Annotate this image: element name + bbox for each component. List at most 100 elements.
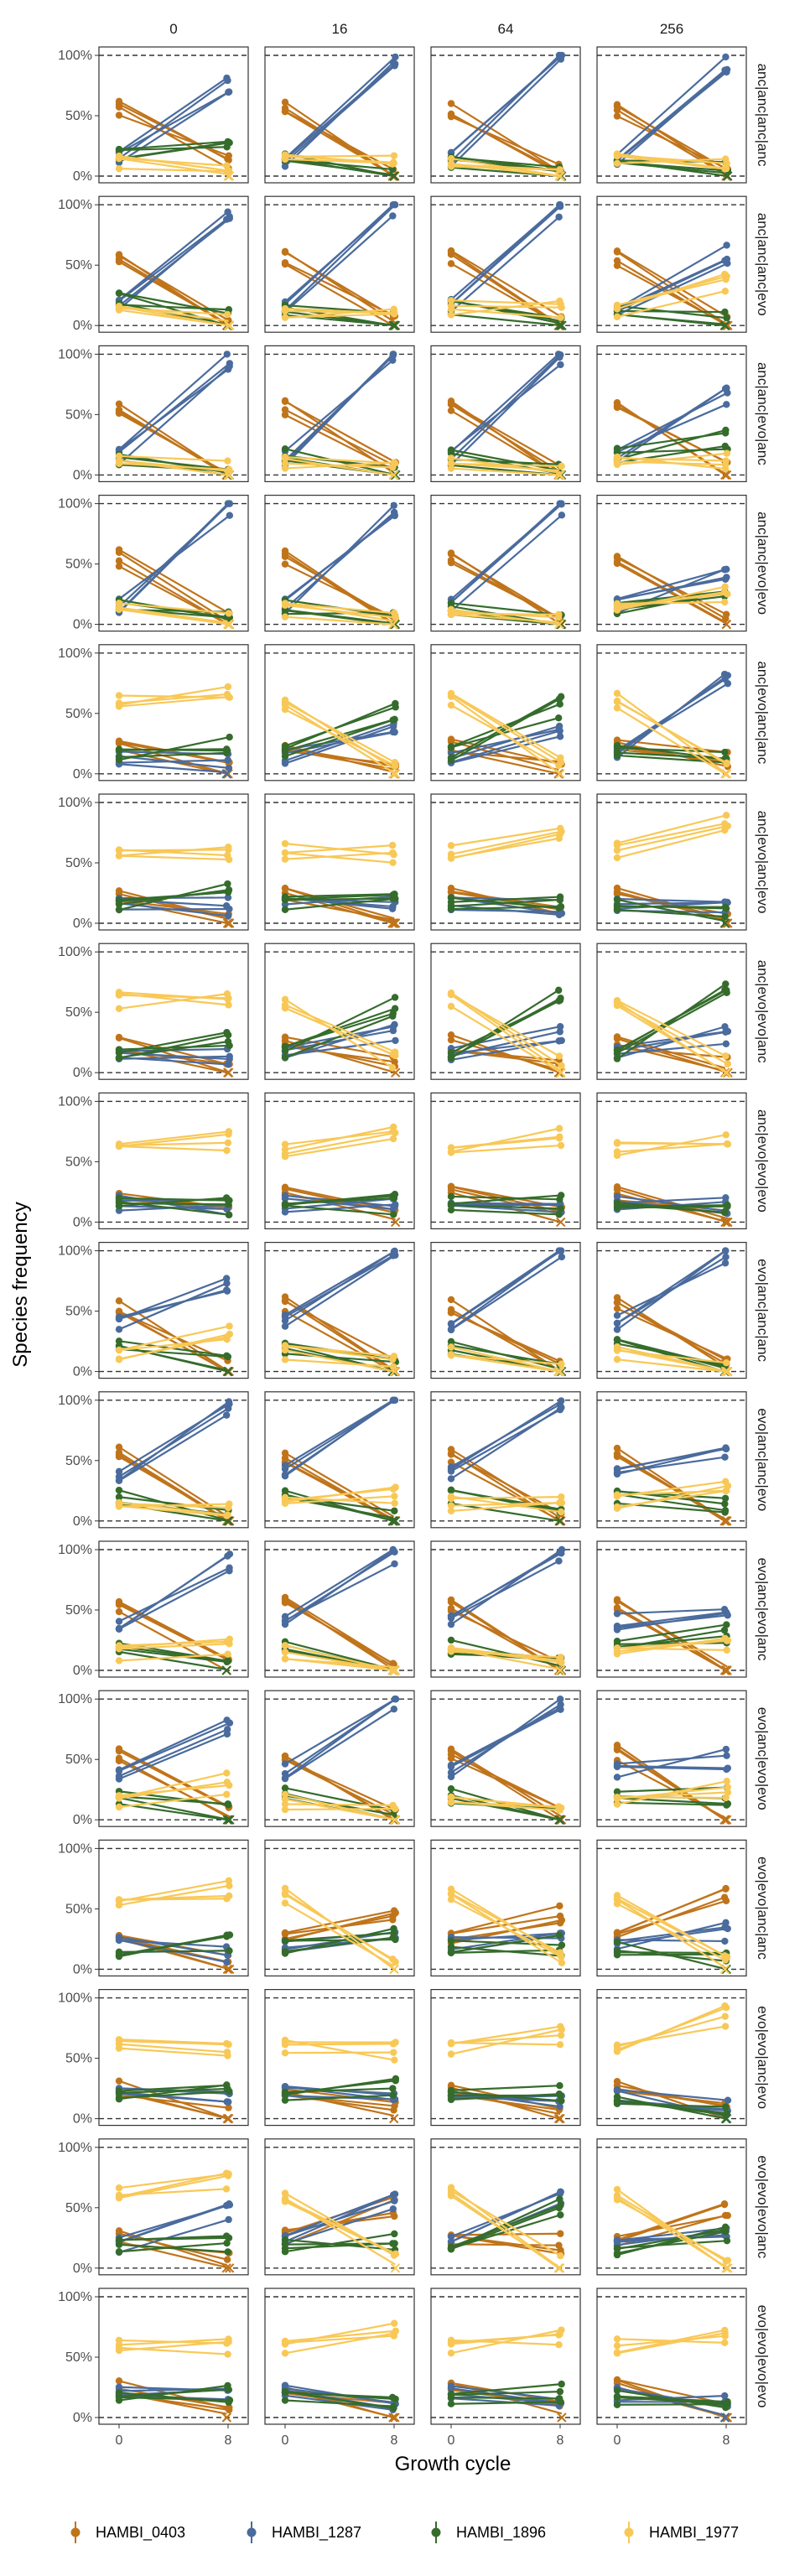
- trajectory-line: [284, 1909, 395, 1935]
- trajectory-line: [118, 2084, 227, 2101]
- start-point: [447, 884, 455, 892]
- end-point: [721, 748, 729, 756]
- end-point: [721, 2023, 730, 2030]
- extinct-marker: [721, 619, 732, 630]
- row-facet-label: evo|evo|anc|evo: [755, 2006, 771, 2109]
- start-point: [613, 1774, 621, 1781]
- trajectory-line: [284, 893, 395, 898]
- y-tick-label: 0%: [73, 1514, 92, 1529]
- trajectory-line: [118, 1407, 229, 1478]
- start-point: [115, 1601, 123, 1608]
- trajectory-line: [450, 2397, 559, 2407]
- start-point: [613, 1900, 621, 1908]
- start-point: [613, 2087, 621, 2095]
- start-point: [613, 301, 621, 309]
- end-point: [554, 1803, 563, 1811]
- trajectory-line: [450, 364, 562, 452]
- start-point: [613, 2096, 621, 2104]
- trajectory-line: [118, 2203, 230, 2243]
- start-point: [281, 1487, 289, 1494]
- trajectory-line: [118, 2346, 228, 2355]
- trajectory-line: [284, 1197, 394, 1205]
- trajectory-line: [284, 1015, 393, 1059]
- start-point: [613, 698, 621, 706]
- trajectory-line: [284, 204, 396, 303]
- y-tick-label: 0%: [73, 468, 92, 482]
- trajectory-line: [616, 1894, 725, 1957]
- start-point: [115, 2389, 123, 2397]
- trajectory-line: [616, 989, 727, 1052]
- facet-panel: [596, 1989, 747, 2127]
- trajectory-line: [284, 1793, 396, 1821]
- trajectory-line: [118, 1884, 230, 1906]
- end-point: [721, 257, 729, 265]
- end-point: [225, 846, 232, 854]
- start-point: [613, 1140, 621, 1147]
- y-tick-label: 100%: [58, 796, 92, 810]
- start-point: [447, 460, 455, 468]
- facet-panel: 0% 50% 100%: [58, 1690, 249, 1827]
- end-point: [555, 725, 563, 734]
- facet-panel: [596, 494, 747, 632]
- extinct-marker: [223, 171, 233, 181]
- start-point: [281, 560, 289, 568]
- start-point: [281, 1774, 289, 1783]
- trajectory-line: [616, 561, 727, 624]
- end-point: [723, 2236, 731, 2245]
- start-point: [281, 1899, 289, 1907]
- y-tick-label: 0%: [73, 1066, 92, 1080]
- trajectory-line: [616, 1791, 728, 1799]
- start-point: [115, 303, 123, 311]
- end-point: [223, 1335, 231, 1343]
- facet-panel: [264, 1241, 415, 1379]
- start-point: [281, 600, 289, 607]
- start-point: [115, 2248, 123, 2256]
- start-point: [447, 1487, 455, 1494]
- start-point: [447, 2391, 455, 2399]
- trajectory-line: [450, 514, 563, 612]
- end-point: [554, 614, 563, 621]
- trajectory-line: [616, 1639, 727, 1649]
- trajectory-line: [118, 103, 228, 160]
- end-point: [721, 1494, 730, 1502]
- start-point: [447, 1002, 455, 1010]
- y-tick-label: 50%: [65, 1603, 92, 1618]
- end-point: [558, 1062, 565, 1070]
- trajectory-line: [450, 1403, 561, 1468]
- end-point: [223, 690, 231, 699]
- row-facet-label: anc|evo|anc|evo: [755, 811, 771, 914]
- end-point: [556, 1196, 564, 1203]
- trajectory-line: [616, 402, 728, 476]
- end-point: [223, 1352, 231, 1360]
- start-point: [447, 1202, 455, 1209]
- start-point: [447, 854, 455, 862]
- end-point: [720, 566, 729, 574]
- start-point: [613, 1644, 621, 1652]
- end-point: [223, 2256, 231, 2263]
- y-tick-label: 100%: [58, 647, 92, 661]
- start-point: [281, 747, 289, 755]
- end-point: [223, 990, 231, 998]
- end-point: [389, 1485, 397, 1493]
- extinct-marker: [719, 918, 730, 928]
- facet-panel: 0% 50% 100%: [58, 644, 249, 782]
- end-point: [223, 1726, 231, 1733]
- end-point: [392, 1696, 399, 1703]
- trajectory-line: [450, 827, 561, 847]
- start-point: [613, 399, 621, 408]
- legend-entry: HAMBI_1896: [431, 2521, 546, 2543]
- end-point: [721, 1956, 730, 1964]
- end-point: [724, 2211, 731, 2220]
- start-point: [281, 1297, 289, 1306]
- trajectory-line: [450, 2232, 561, 2236]
- end-point: [555, 1037, 563, 1045]
- start-point: [447, 1326, 455, 1334]
- start-point: [281, 445, 289, 453]
- panel-frame: [264, 1540, 415, 1678]
- start-point: [447, 1502, 455, 1509]
- trajectory-line: [118, 502, 230, 614]
- trajectory-line: [118, 2380, 229, 2410]
- end-point: [721, 2329, 729, 2337]
- start-point: [281, 752, 289, 761]
